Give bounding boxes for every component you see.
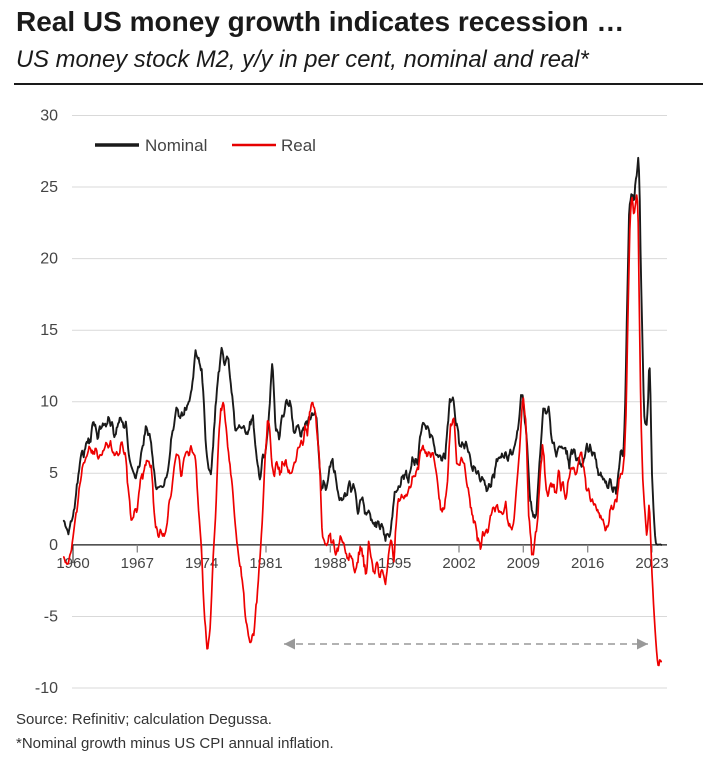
svg-text:2016: 2016 bbox=[571, 555, 604, 572]
svg-text:0: 0 bbox=[49, 537, 58, 554]
svg-text:10: 10 bbox=[40, 394, 58, 411]
svg-text:2009: 2009 bbox=[507, 555, 540, 572]
svg-text:Nominal: Nominal bbox=[145, 136, 207, 155]
svg-text:Real: Real bbox=[281, 136, 316, 155]
svg-text:1981: 1981 bbox=[249, 555, 282, 572]
svg-text:20: 20 bbox=[40, 251, 58, 268]
svg-text:1960: 1960 bbox=[56, 555, 89, 572]
svg-text:1988: 1988 bbox=[314, 555, 347, 572]
svg-text:15: 15 bbox=[40, 322, 58, 339]
svg-text:5: 5 bbox=[49, 465, 58, 482]
svg-text:2002: 2002 bbox=[442, 555, 475, 572]
svg-text:1967: 1967 bbox=[121, 555, 154, 572]
svg-text:-5: -5 bbox=[44, 608, 58, 625]
svg-text:25: 25 bbox=[40, 179, 58, 196]
svg-text:-10: -10 bbox=[35, 680, 58, 697]
svg-text:30: 30 bbox=[40, 108, 58, 125]
